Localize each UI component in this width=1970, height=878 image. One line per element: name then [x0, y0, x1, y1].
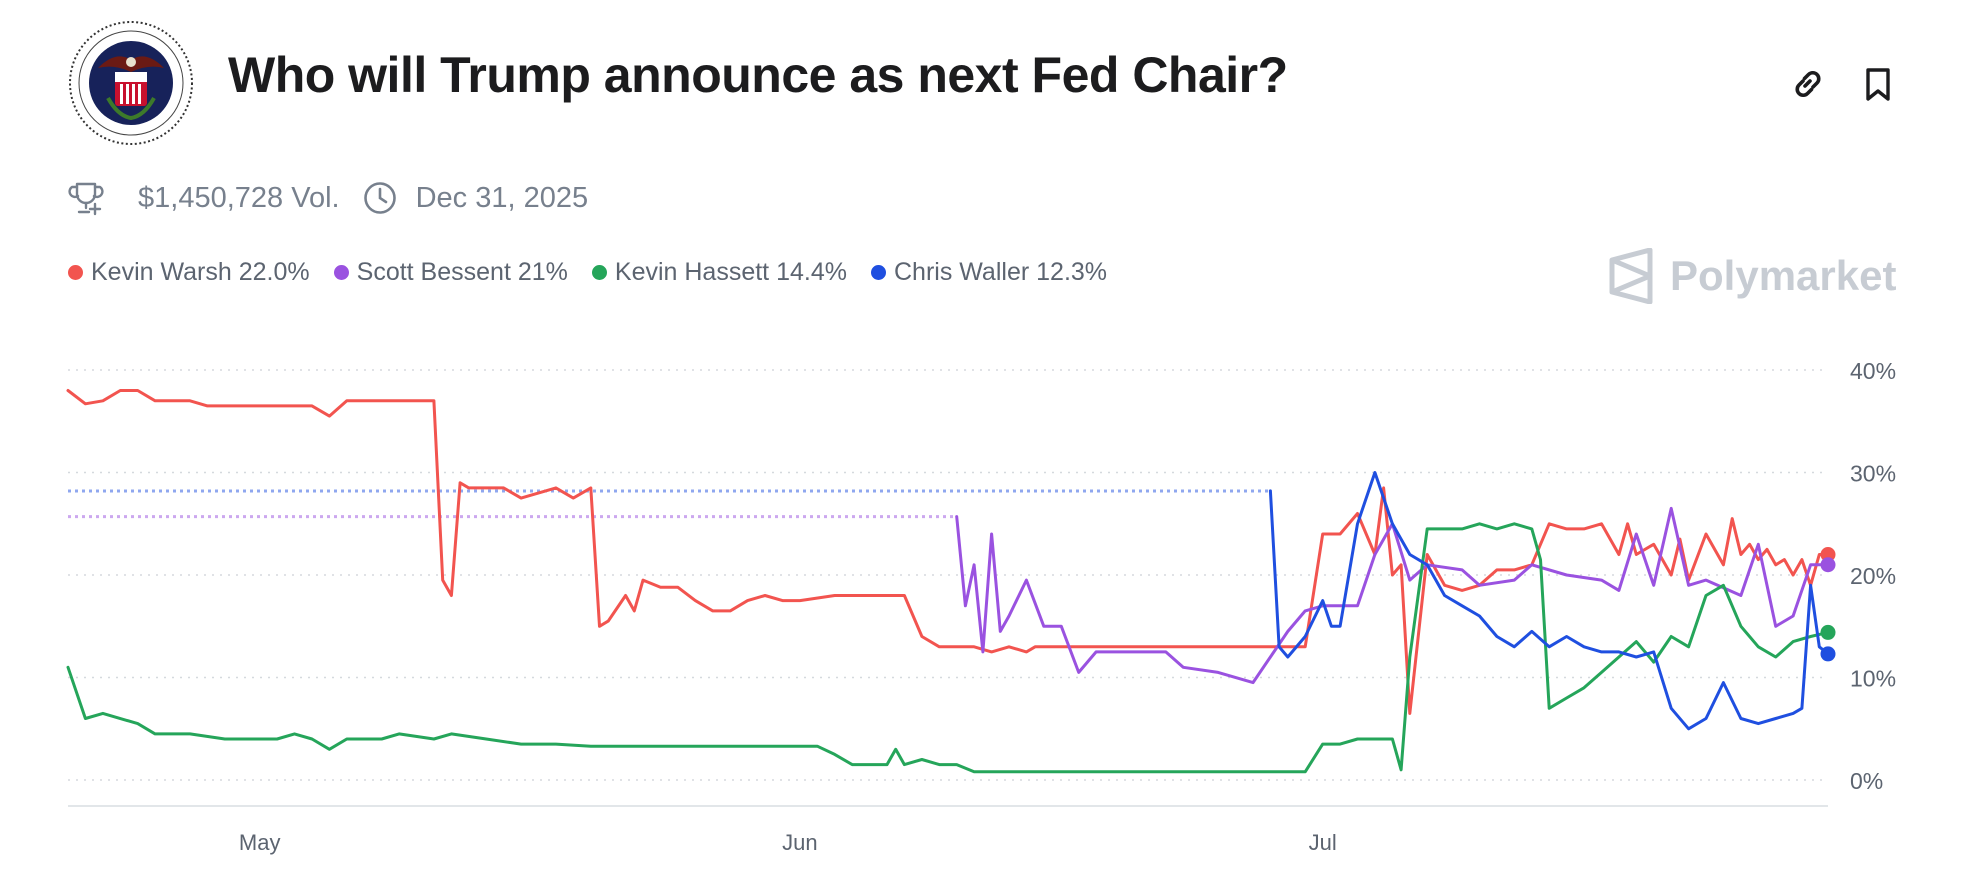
series-line-scott-bessent[interactable] [955, 506, 1830, 685]
trophy-icon [68, 182, 104, 216]
federal-reserve-seal-logo [69, 21, 193, 145]
end-dot-scott-bessent [1820, 557, 1836, 573]
legend-name: Scott Bessent [356, 258, 511, 286]
y-tick-label: 0% [1850, 768, 1883, 794]
series-line-chris-waller[interactable] [1268, 471, 1830, 731]
volume-text: $1,450,728 Vol. [138, 181, 340, 214]
legend-dot [333, 265, 349, 280]
legend-item-kevin-hassett[interactable]: Kevin Hassett 14.4% [591, 258, 847, 287]
link-icon[interactable] [1786, 62, 1830, 106]
y-tick-label: 20% [1850, 563, 1896, 589]
reference-lines [68, 489, 1271, 519]
legend-item-scott-bessent[interactable]: Scott Bessent 21% [333, 258, 568, 287]
series-line-kevin-hassett[interactable] [66, 522, 1830, 774]
chart-legend: Kevin Warsh 22.0% Scott Bessent 21% Kevi… [68, 258, 1131, 287]
bookmark-icon[interactable] [1856, 62, 1900, 106]
legend-value: 22.0% [238, 258, 310, 286]
y-axis-ticks: 0% 10% 20% 30% 40% [1850, 358, 1896, 794]
market-header: Who will Trump announce as next Fed Chai… [68, 18, 1918, 148]
probability-chart: 0% 10% 20% 30% 40% May Jun Jul [66, 358, 1896, 855]
x-tick-label: May [239, 830, 281, 855]
legend-name: Chris Waller [893, 258, 1030, 286]
clock-icon [363, 182, 396, 214]
end-dots [1820, 547, 1836, 662]
y-tick-label: 40% [1850, 358, 1896, 384]
y-tick-label: 10% [1850, 666, 1896, 692]
brand-name: Polymarket [1670, 252, 1897, 299]
end-dot-kevin-warsh [1820, 547, 1836, 562]
legend-item-kevin-warsh[interactable]: Kevin Warsh 22.0% [68, 258, 310, 287]
legend-dot [591, 265, 607, 280]
legend-name: Kevin Hassett [614, 258, 770, 286]
polymarket-brand: Polymarket [1606, 246, 1896, 306]
end-dot-kevin-hassett [1820, 624, 1836, 640]
x-axis-ticks: May Jun Jul [239, 830, 1337, 855]
legend-dot [68, 265, 83, 280]
legend-dot [870, 265, 886, 280]
market-title: Who will Trump announce as next Fed Chai… [228, 47, 1288, 103]
end-dot-chris-waller [1820, 646, 1836, 662]
market-meta: $1,450,728 Vol. Dec 31, 2025 [68, 178, 588, 218]
series-line-kevin-warsh[interactable] [66, 389, 1830, 715]
legend-value: 21% [517, 258, 568, 286]
y-tick-label: 30% [1850, 461, 1896, 487]
polymarket-logo-icon [1609, 248, 1653, 304]
series-lines[interactable] [66, 389, 1830, 774]
legend-value: 14.4% [776, 258, 847, 286]
grid [68, 369, 1828, 807]
legend-item-chris-waller[interactable]: Chris Waller 12.3% [870, 258, 1108, 287]
x-tick-label: Jul [1309, 830, 1337, 855]
end-date-text: Dec 31, 2025 [415, 181, 589, 214]
legend-name: Kevin Warsh [91, 258, 232, 286]
x-tick-label: Jun [782, 830, 817, 855]
legend-value: 12.3% [1036, 258, 1108, 286]
